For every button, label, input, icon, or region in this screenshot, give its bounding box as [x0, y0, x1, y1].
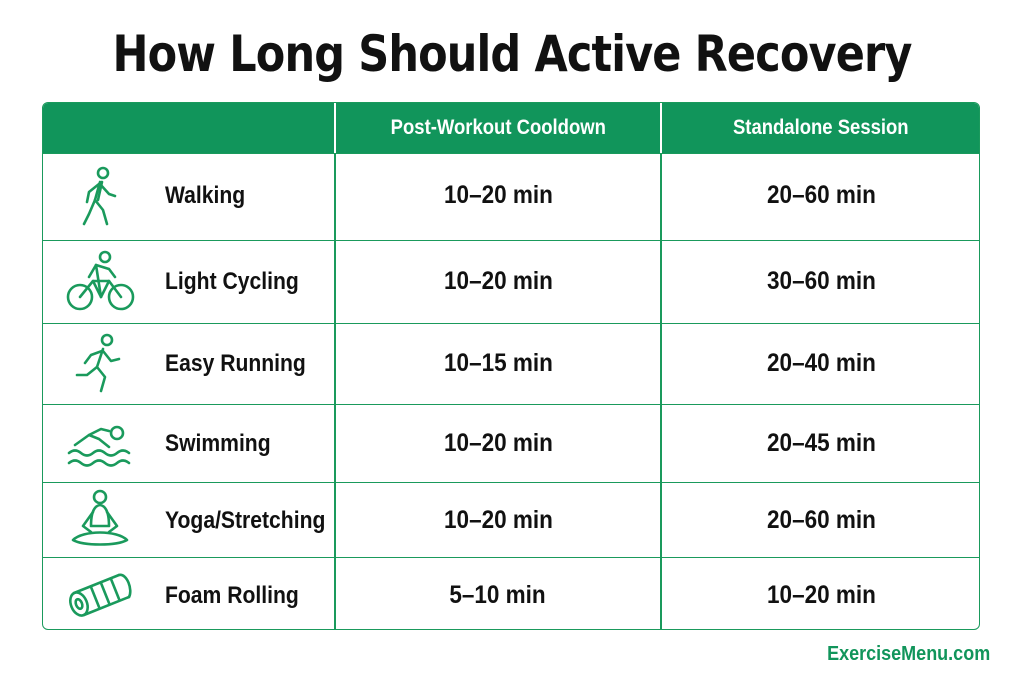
activity-name: Light Cycling — [165, 268, 299, 295]
standalone-value: 20–60 min — [766, 181, 876, 209]
cooldown-value: 10–20 min — [443, 267, 553, 295]
header-divider — [660, 103, 662, 153]
header-post-workout-cooldown: Post-Workout Cooldown — [390, 116, 606, 139]
swimming-icon — [65, 409, 135, 479]
activity-name: Easy Running — [165, 350, 306, 377]
header-activity — [43, 103, 335, 153]
standalone-value: 10–20 min — [766, 581, 876, 609]
header-standalone-session: Standalone Session — [733, 116, 909, 139]
activity-name: Foam Rolling — [165, 582, 299, 609]
table-header: Post-Workout Cooldown Standalone Session — [43, 103, 979, 153]
column-divider — [660, 103, 662, 629]
walking-icon — [65, 162, 135, 232]
cycling-icon — [65, 247, 135, 317]
table-row: Swimming 10–20 min 20–45 min — [43, 404, 979, 482]
table-row: Foam Rolling 5–10 min 10–20 min — [43, 557, 979, 629]
activity-name: Walking — [165, 182, 246, 209]
standalone-value: 20–45 min — [766, 429, 876, 457]
cooldown-value: 10–20 min — [443, 181, 553, 209]
standalone-value: 30–60 min — [766, 267, 876, 295]
standalone-value: 20–40 min — [766, 349, 876, 377]
header-divider — [334, 103, 336, 153]
cooldown-value: 10–20 min — [443, 429, 553, 457]
recovery-duration-table: Post-Workout Cooldown Standalone Session… — [42, 102, 980, 630]
cooldown-value: 5–10 min — [449, 581, 547, 609]
table-row: Walking 10–20 min 20–60 min — [43, 153, 979, 240]
table-row: Light Cycling 10–20 min 30–60 min — [43, 240, 979, 323]
foam-roller-icon — [65, 560, 135, 629]
activity-name: Swimming — [165, 430, 271, 457]
cooldown-value: 10–20 min — [443, 506, 553, 534]
standalone-value: 20–60 min — [766, 506, 876, 534]
table-row: Yoga/Stretching 10–20 min 20–60 min — [43, 482, 979, 557]
brand-watermark: ExerciseMenu.com — [826, 643, 990, 665]
running-icon — [65, 329, 135, 399]
table-row: Easy Running 10–15 min 20–40 min — [43, 323, 979, 404]
column-divider — [334, 103, 336, 629]
yoga-icon — [65, 486, 135, 556]
cooldown-value: 10–15 min — [443, 349, 553, 377]
activity-name: Yoga/Stretching — [165, 507, 326, 534]
